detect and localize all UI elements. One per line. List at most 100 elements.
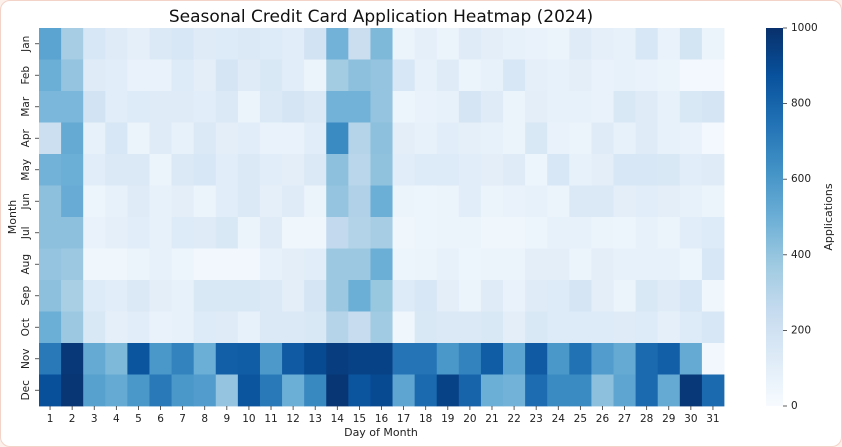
heatmap-cell [657, 59, 681, 92]
heatmap-cell [326, 217, 349, 249]
heatmap-cell [61, 122, 84, 155]
heatmap-cell [149, 122, 172, 155]
heatmap-cell [525, 154, 548, 186]
x-tick-label: 30 [684, 413, 697, 425]
heatmap-cell [414, 91, 438, 123]
x-axis-label: Day of Month [344, 426, 418, 439]
heatmap-cell [458, 28, 482, 60]
heatmap-cell [83, 154, 106, 186]
heatmap-cell [701, 217, 725, 249]
heatmap-cell [215, 217, 239, 249]
heatmap-cell [61, 59, 84, 92]
heatmap-cell [701, 91, 725, 123]
heatmap-cell [701, 343, 725, 375]
heatmap-cell [458, 154, 482, 186]
heatmap-cell [547, 91, 570, 123]
heatmap-cell [171, 311, 195, 344]
heatmap-cell [127, 154, 150, 186]
heatmap-cell [171, 154, 195, 186]
heatmap-cell [61, 91, 84, 123]
heatmap-cell [613, 343, 637, 375]
colorbar-tick-label: 800 [791, 98, 811, 110]
x-tick-label: 31 [706, 413, 719, 425]
heatmap-cell [259, 122, 283, 155]
heatmap-cell [591, 91, 614, 123]
heatmap-cell [282, 185, 305, 218]
x-tick-label: 13 [309, 413, 322, 425]
heatmap-cell [149, 280, 172, 312]
heatmap-cell [657, 217, 681, 249]
heatmap-cell [525, 311, 548, 344]
heatmap-cell [503, 248, 526, 281]
heatmap-cell [105, 343, 128, 375]
heatmap-cell [414, 343, 438, 375]
heatmap-cell [458, 59, 482, 92]
heatmap-cell [348, 248, 371, 281]
x-tick-label: 19 [441, 413, 454, 425]
heatmap-cell [348, 154, 371, 186]
heatmap-cell [237, 343, 261, 375]
heatmap-cell [503, 311, 526, 344]
heatmap-cell [613, 280, 637, 312]
heatmap-cell [635, 343, 659, 375]
heatmap-cell [679, 280, 703, 312]
heatmap-cell [259, 59, 283, 92]
heatmap-cell [436, 311, 460, 344]
heatmap-cell [304, 374, 327, 407]
heatmap-cell [127, 59, 150, 92]
heatmap-cell [304, 217, 327, 249]
x-tick-label: 18 [419, 413, 432, 425]
heatmap-cell [569, 59, 592, 92]
x-tick-label: 1 [47, 413, 54, 425]
heatmap-cell [591, 154, 614, 186]
heatmap-cell [193, 217, 217, 249]
y-tick-label: Oct [20, 318, 32, 336]
heatmap-cell [39, 343, 62, 375]
heatmap-cell [414, 280, 438, 312]
heatmap-cell [701, 185, 725, 218]
heatmap-cell [436, 91, 460, 123]
heatmap-cell [503, 185, 526, 218]
heatmap-cell [591, 122, 614, 155]
heatmap-cell [105, 91, 128, 123]
heatmap-cell [39, 217, 62, 249]
heatmap-cell [679, 311, 703, 344]
heatmap-cell [127, 122, 150, 155]
heatmap-cell [61, 154, 84, 186]
heatmap-cell [701, 311, 725, 344]
heatmap-cell [635, 154, 659, 186]
heatmap-cell [569, 154, 592, 186]
x-tick-label: 7 [179, 413, 186, 425]
heatmap-cell [635, 280, 659, 312]
heatmap-cell [348, 91, 371, 123]
heatmap-cell [525, 374, 548, 407]
heatmap-cell [105, 154, 128, 186]
heatmap-cell [149, 154, 172, 186]
heatmap-cell [635, 217, 659, 249]
heatmap-cell [259, 217, 283, 249]
heatmap-cell [171, 217, 195, 249]
heatmap-cell [414, 185, 438, 218]
heatmap-cell [282, 343, 305, 375]
heatmap-cell [370, 280, 393, 312]
heatmap-cell [635, 28, 659, 60]
heatmap-cell [679, 343, 703, 375]
heatmap-cell [282, 122, 305, 155]
heatmap-cell [525, 59, 548, 92]
heatmap-cell [215, 248, 239, 281]
heatmap-cell [613, 91, 637, 123]
heatmap-cell [480, 59, 504, 92]
y-tick-label: Apr [20, 128, 32, 147]
heatmap-cell [503, 154, 526, 186]
x-tick-label: 5 [135, 413, 142, 425]
heatmap-cell [282, 217, 305, 249]
heatmap-cell [591, 248, 614, 281]
heatmap-cell [326, 280, 349, 312]
heatmap-cell [480, 374, 504, 407]
heatmap-cell [193, 248, 217, 281]
heatmap-cell [171, 122, 195, 155]
x-tick-label: 27 [618, 413, 631, 425]
heatmap-cell [414, 217, 438, 249]
heatmap-cell [215, 343, 239, 375]
heatmap-cell [480, 280, 504, 312]
